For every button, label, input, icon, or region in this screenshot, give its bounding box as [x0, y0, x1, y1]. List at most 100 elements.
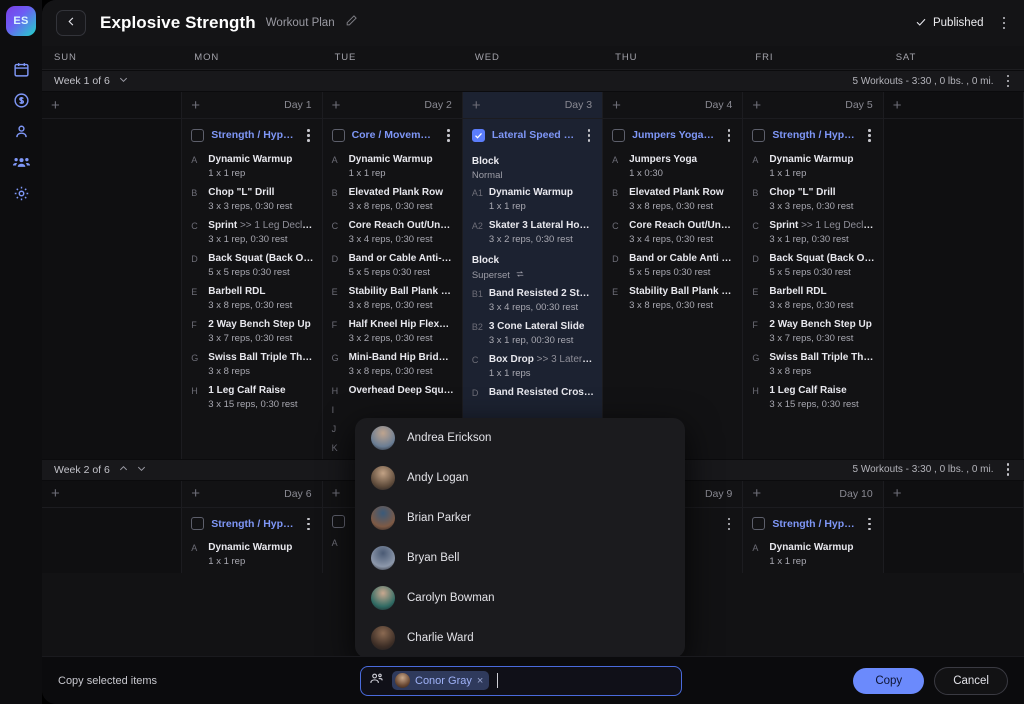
day-column[interactable]: + Day 4 Jumpers Yoga / Core A Jumpers Yoga 1 … — [603, 92, 744, 459]
workout-select-checkbox[interactable] — [471, 128, 485, 142]
exercise-row[interactable]: A Jumpers Yoga 1 x 0:30 — [603, 152, 742, 185]
sidebar-item-billing[interactable] — [4, 85, 38, 115]
chevron-down-icon[interactable] — [118, 72, 129, 90]
sidebar-item-settings[interactable] — [4, 178, 38, 208]
workout-title[interactable]: Strength / Hypertro... — [211, 129, 295, 142]
workout-title[interactable]: Strength / Hypertro... — [211, 517, 295, 530]
add-workout-button[interactable]: + — [331, 96, 341, 114]
day-column[interactable]: + Day 10 Strength / Hypertro... A Dynamic Wa… — [743, 480, 884, 573]
workout-card-header[interactable]: Core / Movement Q... — [323, 119, 462, 152]
workout-select-checkbox[interactable] — [191, 517, 205, 531]
workout-more-options-button[interactable] — [302, 515, 315, 534]
more-options-button[interactable] — [998, 14, 1011, 33]
day-column[interactable]: + — [42, 92, 183, 459]
exercise-row[interactable]: C Sprint >> 1 Leg Declarations 3 x 1 rep, … — [182, 218, 321, 251]
exercise-row[interactable]: K — [323, 440, 462, 459]
workout-more-options-button[interactable] — [442, 126, 455, 145]
workout-select-checkbox[interactable] — [331, 128, 345, 142]
exercise-row[interactable]: G Mini-Band Hip Bridge w/ ... 3 x 8 reps, … — [323, 350, 462, 383]
sidebar-item-calendar[interactable] — [4, 54, 38, 84]
workout-select-checkbox[interactable] — [331, 514, 345, 528]
exercise-row[interactable]: B Chop "L" Drill 3 x 3 reps, 0:30 rest — [182, 185, 321, 218]
exercise-row[interactable]: I — [323, 402, 462, 421]
sidebar-item-clients[interactable] — [4, 147, 38, 177]
add-workout-button[interactable]: + — [752, 96, 762, 114]
exercise-row[interactable]: D Band Resisted Crossover... — [463, 385, 602, 404]
exercise-row[interactable]: A Dynamic Warmup 1 x 1 rep — [323, 152, 462, 185]
published-status[interactable]: Published — [915, 16, 984, 31]
exercise-row[interactable]: E Barbell RDL 3 x 8 reps, 0:30 rest — [182, 284, 321, 317]
chevron-down-icon[interactable] — [136, 461, 147, 479]
exercise-row[interactable]: H Overhead Deep Squat Mo... — [323, 383, 462, 402]
list-item[interactable]: Carolyn Bowman — [355, 578, 685, 618]
exercise-row[interactable]: E Stability Ball Plank Linear ... 3 x 8 re… — [323, 284, 462, 317]
add-workout-button[interactable]: + — [51, 96, 60, 114]
workout-select-checkbox[interactable] — [752, 517, 766, 531]
add-workout-button[interactable]: + — [331, 485, 341, 502]
exercise-row[interactable]: F Half Kneel Hip Flexor Rais... 3 x 2 reps… — [323, 317, 462, 350]
app-logo[interactable]: ES — [6, 6, 36, 36]
list-item[interactable]: Bryan Bell — [355, 538, 685, 578]
exercise-row[interactable]: A2 Skater 3 Lateral Hops >> ... 3 x 2 reps… — [463, 218, 602, 251]
sidebar-item-profile[interactable] — [4, 116, 38, 146]
remove-chip-icon[interactable]: × — [476, 674, 484, 687]
cancel-button[interactable]: Cancel — [934, 666, 1008, 695]
exercise-row[interactable]: D Band or Cable Anti Rotati... 5 x 5 reps … — [603, 251, 742, 284]
exercise-row[interactable]: B1 Band Resisted 2 Step Late... 3 x 4 reps… — [463, 286, 602, 319]
chevron-up-icon[interactable] — [118, 461, 129, 479]
workout-more-options-button[interactable] — [723, 515, 736, 534]
exercise-row[interactable]: C Sprint >> 1 Leg Declarations 3 x 1 rep, … — [743, 218, 882, 251]
workout-card-header[interactable]: Strength / Hypertro... — [182, 119, 321, 152]
exercise-row[interactable]: E Barbell RDL 3 x 8 reps, 0:30 rest — [743, 284, 882, 317]
workout-title[interactable]: Lateral Speed / Plyo — [491, 129, 576, 142]
week-more-options-button[interactable] — [1002, 460, 1015, 479]
day-column[interactable]: + — [42, 480, 183, 573]
exercise-row[interactable]: H 1 Leg Calf Raise 3 x 15 reps, 0:30 rest — [182, 383, 321, 416]
exercise-row[interactable]: J — [323, 421, 462, 440]
workout-card-header[interactable] — [323, 508, 462, 535]
exercise-row[interactable]: B Elevated Plank Row 3 x 8 reps, 0:30 rest — [603, 185, 742, 218]
exercise-row[interactable]: A Dynamic Warmup 1 x 1 rep — [182, 152, 321, 185]
add-workout-button[interactable]: + — [892, 485, 902, 502]
exercise-row[interactable]: C Core Reach Out/Under 3 x 4 reps, 0:30 re… — [603, 218, 742, 251]
exercise-row[interactable]: D Back Squat (Back Off Set) 5 x 5 reps 0:3… — [743, 251, 882, 284]
workout-select-checkbox[interactable] — [752, 128, 766, 142]
workout-more-options-button[interactable] — [863, 126, 876, 145]
copy-button[interactable]: Copy — [853, 667, 925, 694]
exercise-row[interactable]: B Elevated Plank Row 3 x 8 reps, 0:30 rest — [323, 185, 462, 218]
workout-title[interactable]: Jumpers Yoga / Core — [632, 129, 716, 142]
week-collapse-controls[interactable] — [118, 72, 129, 90]
exercise-row[interactable]: D Back Squat (Back Off Set) 5 x 5 reps 0:3… — [182, 251, 321, 284]
day-column[interactable]: + Day 2 Core / Movement Q... A Dynamic Warmu… — [322, 92, 463, 459]
recipient-input-wrapper[interactable]: Conor Gray × — [360, 665, 682, 696]
workout-title[interactable]: Strength / Hypertro... — [772, 517, 856, 530]
day-column[interactable]: + Day 6 Strength / Hypertro... A Dynamic War… — [182, 480, 323, 573]
week-more-options-button[interactable] — [1002, 72, 1015, 91]
add-workout-button[interactable]: + — [892, 96, 902, 114]
people-dropdown[interactable]: Andrea Erickson Andy Logan Brian Parker Bry… — [355, 418, 685, 658]
workout-select-checkbox[interactable] — [612, 128, 626, 142]
exercise-row[interactable]: A Dynamic Warmup 1 x 1 rep — [182, 540, 321, 573]
exercise-row[interactable]: F 2 Way Bench Step Up 3 x 7 reps, 0:30 res… — [743, 317, 882, 350]
day-column[interactable]: + — [883, 92, 1024, 459]
exercise-row[interactable]: A1 Dynamic Warmup 1 x 1 rep — [463, 185, 602, 218]
exercise-row[interactable]: H 1 Leg Calf Raise 3 x 15 reps, 0:30 rest — [743, 383, 882, 416]
workout-more-options-button[interactable] — [723, 126, 736, 145]
workout-title[interactable]: Strength / Hypertro... — [772, 129, 856, 142]
edit-pencil-icon[interactable] — [345, 14, 358, 32]
workout-card-header[interactable]: Strength / Hypertro... — [182, 508, 321, 541]
add-workout-button[interactable]: + — [612, 96, 621, 114]
exercise-row[interactable]: G Swiss Ball Triple Threat 3 x 8 reps — [182, 350, 321, 383]
day-column[interactable]: + Day 5 Strength / Hypertro... A Dynamic War… — [743, 92, 884, 459]
exercise-row[interactable]: C Core Reach Out/Under 3 x 4 reps, 0:30 re… — [323, 218, 462, 251]
list-item[interactable]: Andrea Erickson — [355, 418, 685, 458]
day-column[interactable]: + — [883, 480, 1024, 573]
exercise-row[interactable]: D Band or Cable Anti-Rotati... 5 x 5 reps … — [323, 251, 462, 284]
workout-more-options-button[interactable] — [583, 126, 596, 145]
week-collapse-controls[interactable] — [118, 461, 147, 479]
add-workout-button[interactable]: + — [471, 96, 481, 114]
exercise-row[interactable]: B Chop "L" Drill 3 x 3 reps, 0:30 rest — [743, 185, 882, 218]
exercise-row[interactable]: E Stability Ball Plank Linear ... 3 x 8 re… — [603, 284, 742, 317]
workout-more-options-button[interactable] — [863, 515, 876, 534]
back-button[interactable] — [56, 10, 86, 36]
